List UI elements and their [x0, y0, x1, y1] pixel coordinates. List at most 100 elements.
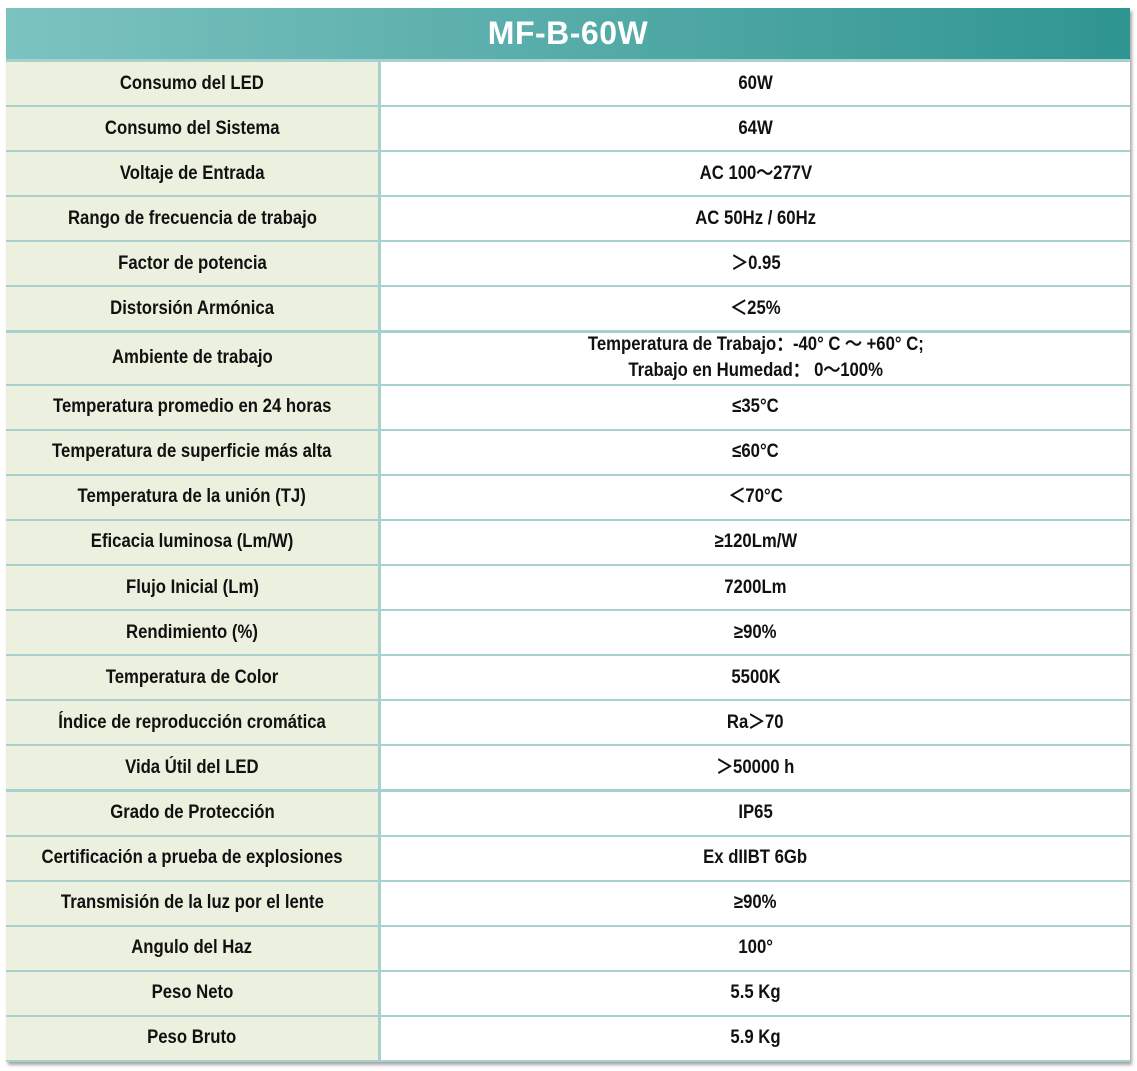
- spec-value-cell: 7200Lm: [381, 566, 1130, 610]
- spec-value-cell: ≤60°C: [381, 430, 1130, 474]
- spec-value: 64W: [738, 117, 773, 139]
- table-row: Ambiente de trabajo Temperatura de Trabaj…: [6, 332, 1130, 384]
- spec-label: Distorsión Armónica: [110, 297, 274, 319]
- spec-value-cell: ≤35°C: [381, 385, 1130, 429]
- spec-label-cell: Temperatura de la unión (TJ): [6, 475, 378, 519]
- spec-label: Rango de frecuencia de trabajo: [67, 207, 317, 229]
- spec-label-cell: Flujo Inicial (Lm): [6, 566, 378, 610]
- spec-label: Vida Útil del LED: [125, 756, 259, 778]
- spec-label: Consumo del Sistema: [104, 117, 280, 139]
- table-row: Índice de reproducción cromática Ra＞70: [6, 701, 1130, 745]
- spec-value: ＞0.95: [730, 252, 781, 274]
- spec-label-cell: Angulo del Haz: [6, 926, 378, 970]
- spec-label-cell: Voltaje de Entrada: [6, 152, 378, 196]
- spec-label: Índice de reproducción cromática: [58, 711, 326, 733]
- spec-value-cell: ＜70°C: [381, 475, 1130, 519]
- spec-label-cell: Vida Útil del LED: [6, 746, 378, 790]
- spec-value: 5.5 Kg: [730, 982, 781, 1004]
- spec-label-cell: Temperatura de superficie más alta: [6, 430, 378, 474]
- table-row: Temperatura de la unión (TJ) ＜70°C: [6, 475, 1130, 519]
- spec-label: Grado de Protección: [109, 802, 275, 823]
- spec-label-cell: Grado de Protección: [6, 791, 378, 835]
- spec-table: MF-B-60W Consumo del LED 60W Consumo del S…: [6, 8, 1130, 1062]
- spec-value: ≥120Lm/W: [714, 531, 797, 553]
- spec-label: Voltaje de Entrada: [119, 162, 265, 184]
- spec-label: Ambiente de trabajo: [111, 347, 273, 369]
- spec-label-cell: Transmisión de la luz por el lente: [6, 881, 378, 925]
- table-row: Distorsión Armónica ＜25%: [6, 287, 1130, 331]
- spec-value: IP65: [738, 802, 773, 823]
- spec-label: Peso Neto: [151, 982, 233, 1004]
- spec-label-cell: Índice de reproducción cromática: [6, 701, 378, 745]
- spec-label: Certificación a prueba de explosiones: [41, 847, 343, 869]
- spec-value-cell: AC 50Hz / 60Hz: [381, 197, 1130, 241]
- table-row: Voltaje de Entrada AC 100～277V: [6, 152, 1130, 196]
- spec-value: 100°: [738, 937, 773, 959]
- table-header: MF-B-60W: [6, 8, 1130, 59]
- spec-value-cell: AC 100～277V: [381, 152, 1130, 196]
- spec-label-cell: Factor de potencia: [6, 242, 378, 286]
- spec-label: Transmisión de la luz por el lente: [60, 892, 324, 914]
- spec-label: Factor de potencia: [117, 252, 267, 274]
- spec-value-cell: 5.5 Kg: [381, 971, 1130, 1015]
- spec-label: Temperatura de la unión (TJ): [77, 486, 307, 508]
- spec-label-cell: Consumo del LED: [6, 62, 378, 105]
- spec-value: Temperatura de Trabajo：-40° C ～ +60° C;: [587, 334, 924, 356]
- spec-label-cell: Certificación a prueba de explosiones: [6, 836, 378, 880]
- table-row: Eficacia luminosa (Lm/W) ≥120Lm/W: [6, 520, 1130, 564]
- table-row: Grado de Protección IP65: [6, 791, 1130, 835]
- spec-value: ≥90%: [734, 621, 777, 643]
- spec-value: ≤35°C: [732, 396, 779, 418]
- spec-value-cell: Temperatura de Trabajo：-40° C ～ +60° C; T…: [381, 332, 1130, 384]
- table-row: Angulo del Haz 100°: [6, 926, 1130, 970]
- table-row: Rango de frecuencia de trabajo AC 50Hz / …: [6, 197, 1130, 241]
- table-row: Temperatura de superficie más alta ≤60°C: [6, 430, 1130, 474]
- table-row: Flujo Inicial (Lm) 7200Lm: [6, 566, 1130, 610]
- spec-label: Peso Bruto: [147, 1027, 237, 1049]
- spec-value: ≤60°C: [732, 441, 779, 463]
- spec-label-cell: Temperatura de Color: [6, 656, 378, 700]
- spec-label: Flujo Inicial (Lm): [125, 576, 259, 598]
- spec-value-cell: ＞50000 h: [381, 746, 1130, 790]
- spec-value: 7200Lm: [724, 576, 787, 598]
- spec-label-cell: Rango de frecuencia de trabajo: [6, 197, 378, 241]
- spec-value-cell: ≥90%: [381, 881, 1130, 925]
- spec-value: ≥90%: [734, 892, 777, 914]
- table-row: Factor de potencia ＞0.95: [6, 242, 1130, 286]
- spec-label-cell: Temperatura promedio en 24 horas: [6, 385, 378, 429]
- table-row: Transmisión de la luz por el lente ≥90%: [6, 881, 1130, 925]
- spec-label: Eficacia luminosa (Lm/W): [90, 531, 294, 553]
- spec-label-cell: Rendimiento (%): [6, 611, 378, 655]
- spec-value: Ra＞70: [727, 711, 784, 733]
- spec-value: 5.9 Kg: [730, 1027, 781, 1049]
- spec-value-cell: ＜25%: [381, 287, 1130, 331]
- table-row: Consumo del LED 60W: [6, 62, 1130, 105]
- spec-value: ＜70°C: [728, 486, 783, 508]
- spec-value: ＞50000 h: [716, 756, 795, 778]
- spec-value-cell: ≥90%: [381, 611, 1130, 655]
- table-row: Rendimiento (%) ≥90%: [6, 611, 1130, 655]
- spec-value-cell: 64W: [381, 107, 1130, 151]
- table-row: Consumo del Sistema 64W: [6, 107, 1130, 151]
- spec-value: Ex dIIBT 6Gb: [703, 847, 808, 869]
- spec-value-cell: IP65: [381, 791, 1130, 835]
- spec-label: Rendimiento (%): [126, 621, 258, 643]
- spec-value-cell: ＞0.95: [381, 242, 1130, 286]
- spec-value-cell: ≥120Lm/W: [381, 520, 1130, 564]
- spec-value-cell: 60W: [381, 62, 1130, 105]
- spec-label-cell: Ambiente de trabajo: [6, 332, 378, 384]
- spec-value: 5500K: [730, 666, 781, 688]
- table-row: Temperatura promedio en 24 horas ≤35°C: [6, 385, 1130, 429]
- spec-value-cell: 5500K: [381, 656, 1130, 700]
- spec-label-cell: Eficacia luminosa (Lm/W): [6, 520, 378, 564]
- spec-value: ＜25%: [730, 297, 781, 319]
- spec-label: Temperatura de Color: [105, 666, 279, 688]
- table-row: Temperatura de Color 5500K: [6, 656, 1130, 700]
- table-title: MF-B-60W: [487, 15, 649, 51]
- table-row: Certificación a prueba de explosiones Ex …: [6, 836, 1130, 880]
- spec-label-cell: Distorsión Armónica: [6, 287, 378, 331]
- spec-value-cell: Ra＞70: [381, 701, 1130, 745]
- spec-label-cell: Peso Neto: [6, 971, 378, 1015]
- table-row: Peso Neto 5.5 Kg: [6, 971, 1130, 1015]
- spec-rows: Consumo del LED 60W Consumo del Sistema 64W…: [6, 62, 1130, 1062]
